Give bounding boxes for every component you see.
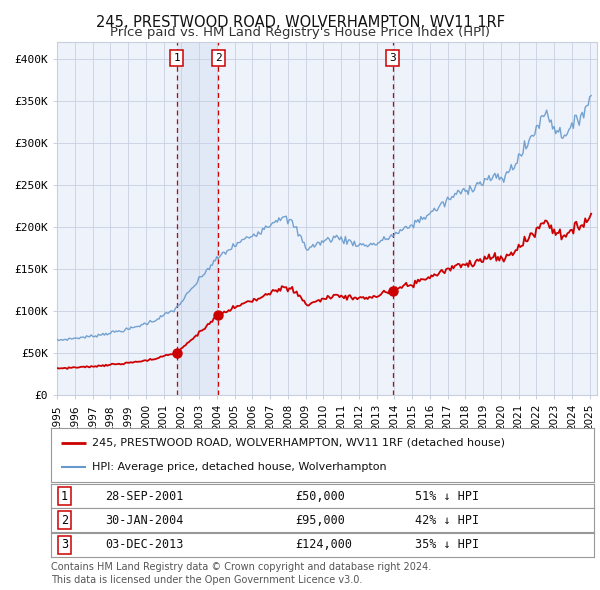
Text: 42% ↓ HPI: 42% ↓ HPI: [415, 513, 479, 526]
Text: 3: 3: [61, 539, 68, 552]
Text: £95,000: £95,000: [295, 513, 345, 526]
Text: 245, PRESTWOOD ROAD, WOLVERHAMPTON, WV11 1RF (detached house): 245, PRESTWOOD ROAD, WOLVERHAMPTON, WV11…: [92, 438, 505, 448]
Text: Price paid vs. HM Land Registry's House Price Index (HPI): Price paid vs. HM Land Registry's House …: [110, 26, 490, 39]
Text: 51% ↓ HPI: 51% ↓ HPI: [415, 490, 479, 503]
Text: 28-SEP-2001: 28-SEP-2001: [106, 490, 184, 503]
Text: 35% ↓ HPI: 35% ↓ HPI: [415, 539, 479, 552]
Text: 03-DEC-2013: 03-DEC-2013: [106, 539, 184, 552]
Text: HPI: Average price, detached house, Wolverhampton: HPI: Average price, detached house, Wolv…: [92, 463, 386, 473]
Text: 3: 3: [389, 53, 397, 63]
Text: 30-JAN-2004: 30-JAN-2004: [106, 513, 184, 526]
Text: 2: 2: [215, 53, 221, 63]
Text: 1: 1: [61, 490, 68, 503]
Text: £124,000: £124,000: [295, 539, 352, 552]
Text: Contains HM Land Registry data © Crown copyright and database right 2024.
This d: Contains HM Land Registry data © Crown c…: [51, 562, 431, 585]
Text: 245, PRESTWOOD ROAD, WOLVERHAMPTON, WV11 1RF: 245, PRESTWOOD ROAD, WOLVERHAMPTON, WV11…: [95, 15, 505, 30]
Text: £50,000: £50,000: [295, 490, 345, 503]
Bar: [176, 42, 218, 395]
Text: 1: 1: [173, 53, 180, 63]
Text: 2: 2: [61, 513, 68, 526]
